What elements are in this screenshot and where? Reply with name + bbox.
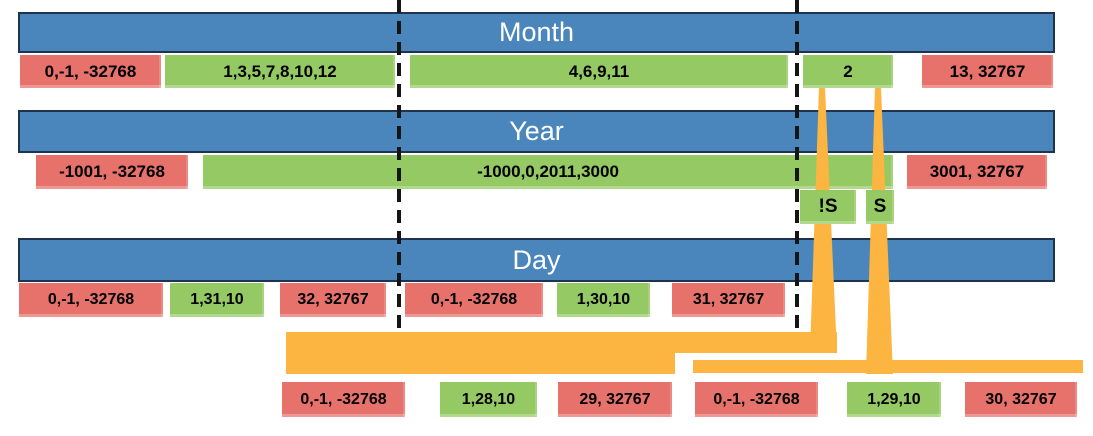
month-class-february: 2	[803, 55, 893, 88]
feb28-class-invalid-low: 0,-1, -32768	[282, 382, 405, 417]
month-bar: Month	[18, 12, 1055, 53]
feb29-class-valid: 1,29,10	[847, 382, 941, 417]
month-class-invalid-high: 13, 32767	[922, 55, 1053, 88]
nonleap-feb-connector-bar-lower	[286, 353, 675, 374]
feb28-class-invalid-high: 29, 32767	[558, 382, 672, 417]
day30-class-valid: 1,30,10	[557, 283, 650, 317]
day31-class-valid: 1,31,10	[170, 283, 264, 317]
feb28-class-valid: 1,28,10	[440, 382, 537, 417]
day31-class-invalid-high: 32, 32767	[280, 283, 386, 317]
not-leap-year-flag: !S	[800, 190, 856, 224]
month-bar-label: Month	[498, 17, 575, 47]
day30-class-invalid-low: 0,-1, -32768	[405, 283, 543, 317]
month-class-invalid-low: 0,-1, -32768	[20, 55, 161, 88]
partition-divider-left	[397, 0, 401, 330]
leap-spike	[866, 88, 893, 374]
day-bar-label: Day	[512, 244, 561, 275]
year-bar-label: Year	[509, 116, 564, 146]
feb29-class-invalid-high: 30, 32767	[965, 382, 1077, 417]
day30-class-invalid-high: 31, 32767	[672, 283, 785, 317]
month-class-31day: 1,3,5,7,8,10,12	[165, 55, 395, 88]
leap-year-flag: S	[866, 190, 894, 224]
feb29-class-invalid-low: 0,-1, -32768	[695, 382, 818, 417]
day31-class-invalid-low: 0,-1, -32768	[19, 283, 163, 317]
year-class-valid: -1000,0,2011,3000	[203, 155, 893, 189]
year-class-invalid-high: 3001, 32767	[907, 155, 1047, 189]
nonleap-feb-connector-bar	[286, 332, 837, 353]
year-class-invalid-low: -1001, -32768	[36, 155, 188, 189]
partition-divider-right	[795, 0, 799, 330]
month-class-30day: 4,6,9,11	[410, 55, 788, 88]
